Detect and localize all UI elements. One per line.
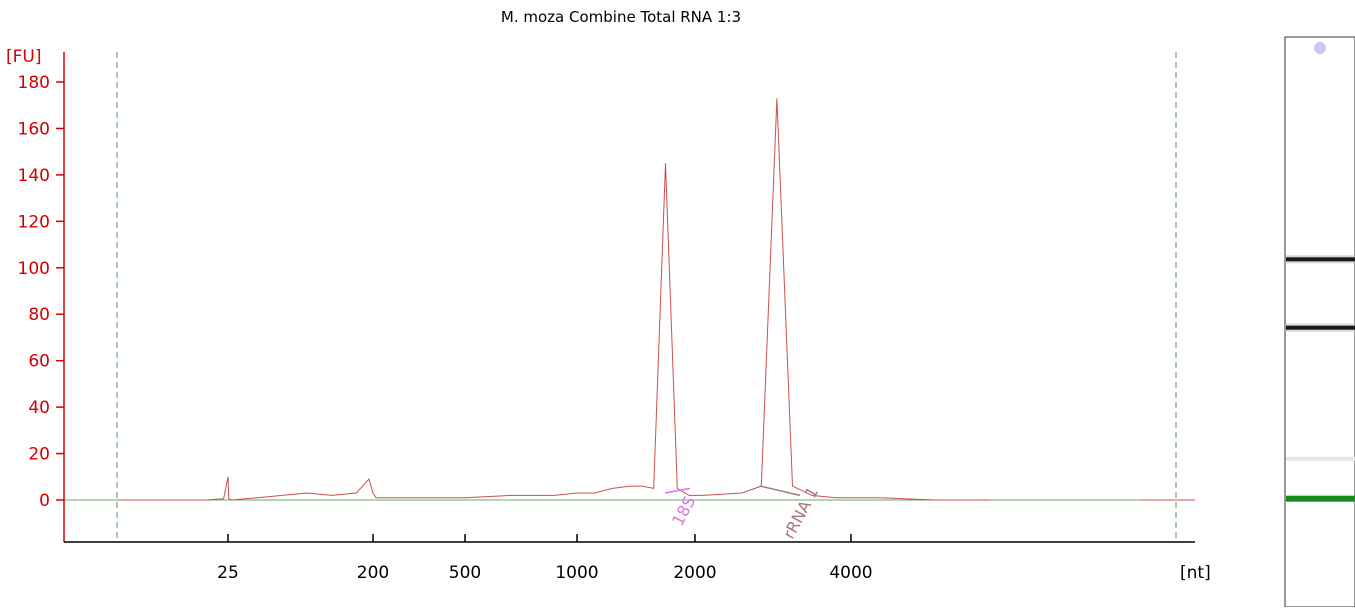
x-tick-label: 4000 bbox=[829, 563, 872, 583]
y-tick-label: 40 bbox=[28, 398, 50, 418]
gel-lane bbox=[1284, 36, 1355, 608]
gel-lane-frame bbox=[1284, 36, 1355, 608]
y-tick-label: 0 bbox=[39, 491, 50, 511]
x-axis-unit-label: [nt] bbox=[1180, 563, 1211, 583]
x-tick-label: 500 bbox=[449, 563, 481, 583]
y-tick-label: 80 bbox=[28, 305, 50, 325]
y-axis-unit-label: [FU] bbox=[6, 47, 42, 67]
y-tick-label: 20 bbox=[28, 445, 50, 465]
y-tick-label: 180 bbox=[18, 73, 50, 93]
y-tick-label: 100 bbox=[18, 259, 50, 279]
gel-band bbox=[1286, 325, 1355, 330]
chart-title: M. moza Combine Total RNA 1:3 bbox=[501, 8, 741, 26]
y-tick-label: 60 bbox=[28, 352, 50, 372]
peak-rrna-baseline bbox=[759, 485, 801, 497]
gel-well-icon bbox=[1314, 42, 1326, 54]
x-tick-label: 2000 bbox=[673, 563, 716, 583]
annotation-18s: 18S bbox=[668, 493, 699, 529]
gel-band bbox=[1286, 257, 1355, 262]
peak-18s-baseline bbox=[664, 487, 691, 494]
fluorescence-trace bbox=[117, 98, 990, 501]
y-tick-label: 120 bbox=[18, 212, 50, 232]
gel-band-faint bbox=[1286, 456, 1355, 461]
y-tick-label: 160 bbox=[18, 119, 50, 139]
gel-marker-band bbox=[1286, 495, 1355, 502]
x-tick-label: 1000 bbox=[555, 563, 598, 583]
x-tick-label: 25 bbox=[217, 563, 239, 583]
plot-layer: 0 20 40 60 80 100 120 140 160 180 25 200 500 1000 2000… bbox=[18, 52, 1195, 583]
x-tick-label: 200 bbox=[357, 563, 389, 583]
y-tick-label: 140 bbox=[18, 166, 50, 186]
